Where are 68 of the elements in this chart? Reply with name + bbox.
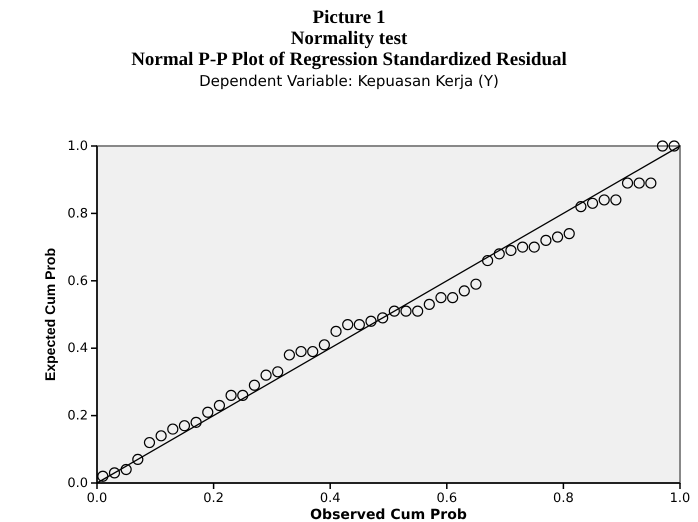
point	[400, 306, 412, 317]
point	[552, 231, 564, 243]
point	[377, 312, 388, 324]
point	[120, 464, 132, 476]
x-tick-label: 0.8	[553, 491, 574, 506]
point	[540, 234, 552, 246]
point	[318, 339, 330, 350]
chart-title: Normal P-P Plot of Regression Standardized Residual	[131, 49, 567, 70]
point	[342, 319, 354, 330]
point	[365, 316, 377, 327]
point	[494, 248, 505, 260]
point	[295, 346, 307, 358]
point	[598, 194, 610, 206]
point	[354, 319, 365, 330]
point	[156, 430, 167, 442]
y-tick-label: 0.4	[67, 341, 88, 356]
chart-subtitle: Dependent Variable: Kepuasan Kerja (Y)	[199, 72, 499, 90]
x-tick-label: 0.2	[203, 491, 224, 506]
point	[516, 242, 528, 253]
point	[144, 436, 156, 448]
point	[190, 416, 202, 428]
point	[260, 370, 272, 381]
x-tick-label: 0.0	[86, 491, 108, 506]
x-tick-label: 1.0	[670, 491, 690, 506]
point	[97, 470, 108, 482]
y-tick-label: 0.2	[67, 408, 88, 424]
point	[237, 390, 248, 401]
point	[586, 198, 598, 209]
point	[470, 278, 482, 290]
y-tick-label: 0.6	[67, 274, 88, 289]
point	[528, 242, 540, 253]
point	[656, 140, 668, 152]
point	[272, 366, 284, 378]
text: Normality test	[290, 28, 408, 49]
y-tick-label: 0.8	[67, 206, 88, 222]
point	[564, 228, 575, 240]
point	[610, 194, 622, 206]
point	[482, 254, 494, 266]
point	[108, 467, 120, 478]
point	[330, 326, 342, 337]
point	[412, 306, 424, 317]
point	[645, 177, 656, 189]
x-tick-label: 0.6	[436, 491, 458, 506]
x-tick-label: 0.4	[320, 491, 341, 506]
point	[424, 298, 435, 310]
point	[178, 420, 190, 432]
point	[307, 346, 318, 358]
point	[214, 400, 226, 412]
x-axis-title: Observed Cum Prob	[310, 507, 467, 522]
y-axis-title: Expected Cum Prob	[42, 248, 58, 382]
y-tick-label: 1.0	[67, 139, 88, 154]
point	[505, 244, 517, 256]
point	[458, 285, 470, 297]
point	[284, 349, 295, 361]
point	[435, 292, 447, 304]
point	[575, 201, 586, 212]
text: Picture 1	[312, 7, 386, 28]
point	[167, 423, 178, 435]
point	[447, 292, 458, 304]
point	[622, 177, 634, 189]
point	[634, 177, 645, 189]
point	[202, 406, 214, 418]
point	[668, 140, 680, 152]
point	[132, 454, 144, 466]
point	[225, 390, 237, 401]
y-tick-label: 0.0	[67, 476, 88, 491]
point	[388, 306, 400, 317]
point	[248, 380, 260, 391]
